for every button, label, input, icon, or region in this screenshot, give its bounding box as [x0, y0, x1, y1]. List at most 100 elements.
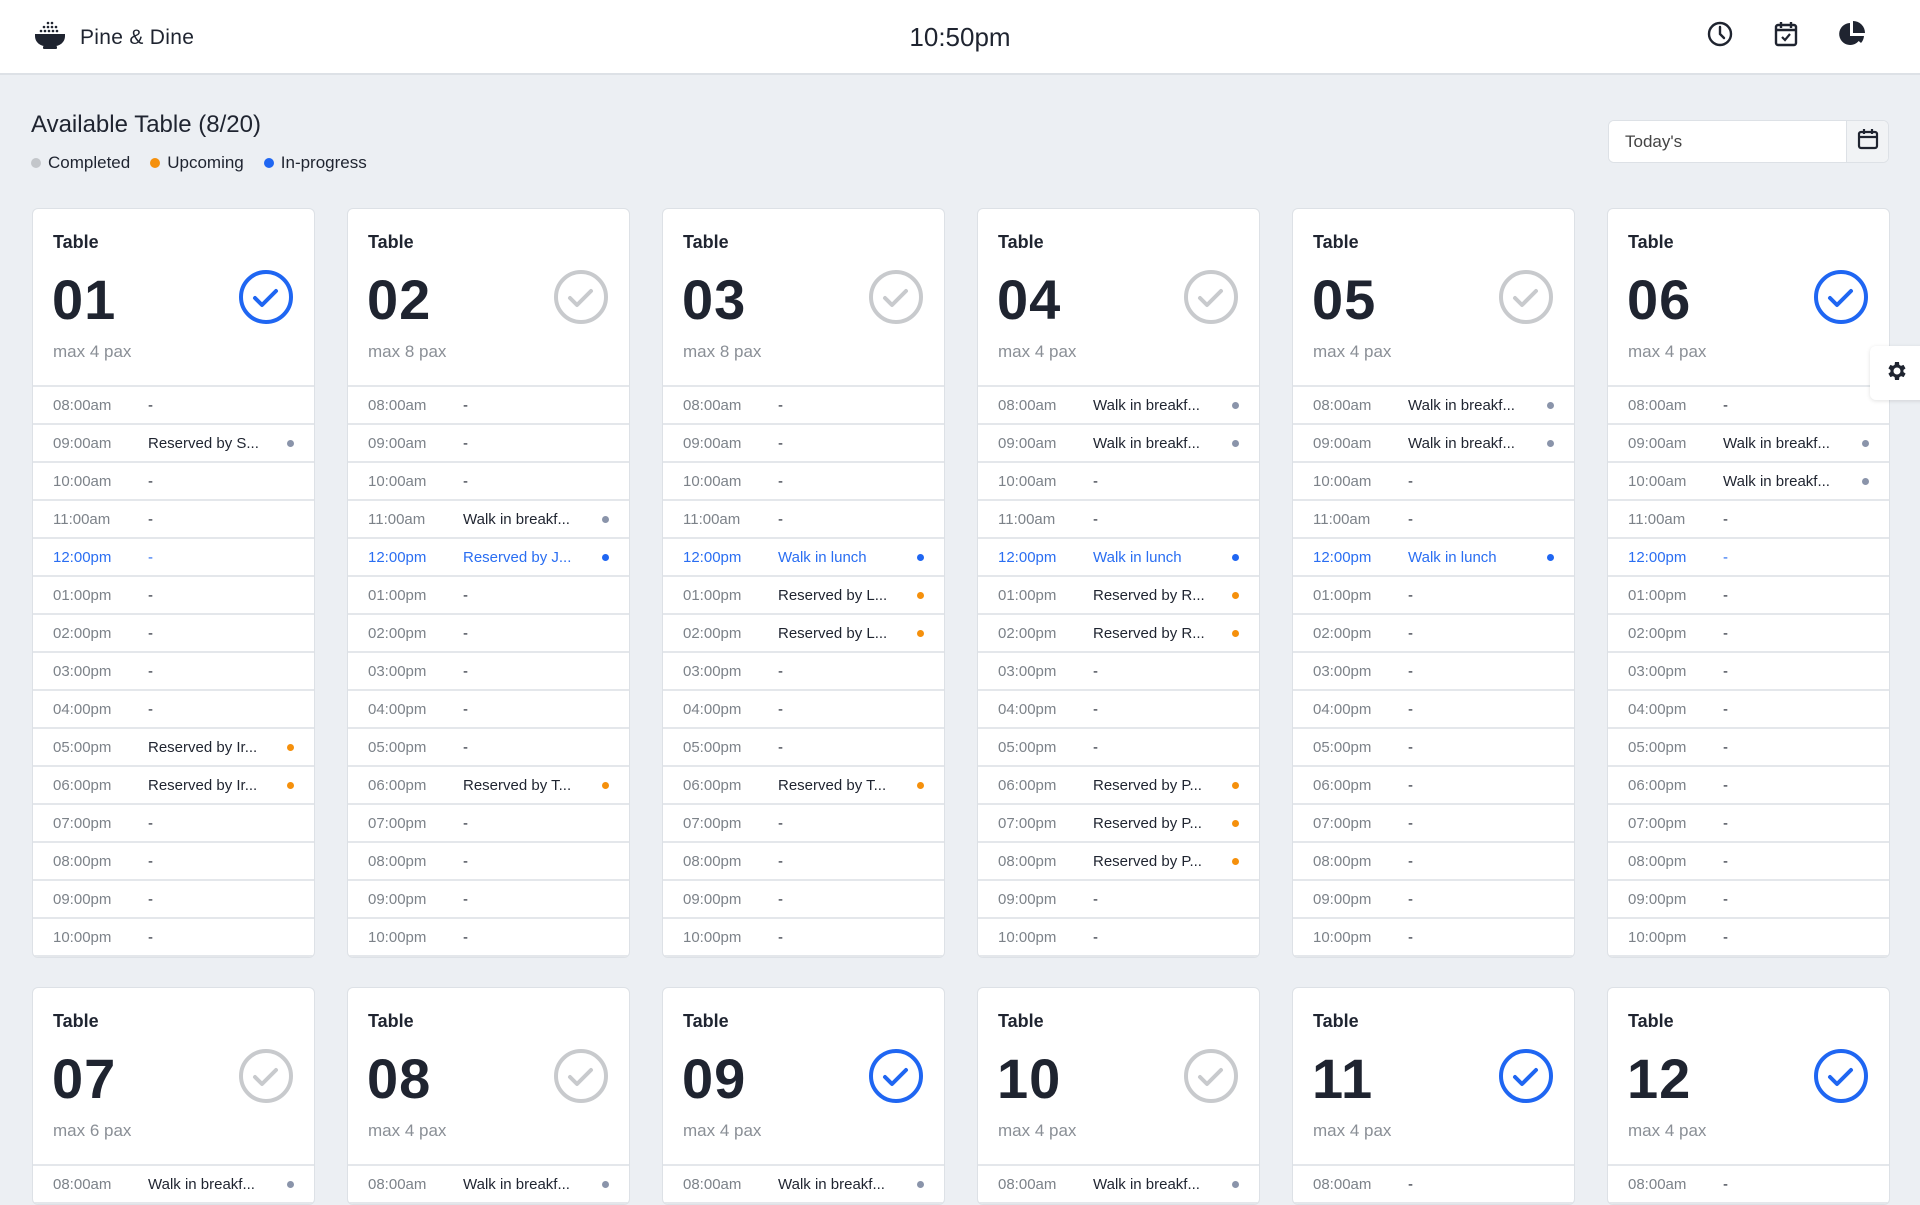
- time-slot-row[interactable]: 09:00pm -: [663, 881, 944, 919]
- time-slot-row[interactable]: 08:00pm -: [663, 843, 944, 881]
- time-slot-row[interactable]: 04:00pm -: [33, 691, 314, 729]
- time-slot-row[interactable]: 10:00am -: [33, 463, 314, 501]
- check-circle-icon[interactable]: [238, 269, 294, 325]
- time-slot-row[interactable]: 08:00pm -: [1293, 843, 1574, 881]
- time-slot-row[interactable]: 05:00pm -: [1293, 729, 1574, 767]
- table-card[interactable]: Table 12 max 4 pax 08:00am -: [1607, 987, 1890, 1205]
- time-slot-row[interactable]: 12:00pm Walk in lunch: [1293, 539, 1574, 577]
- time-slot-row[interactable]: 06:00pm Reserved by T...: [348, 767, 629, 805]
- time-slot-row[interactable]: 01:00pm -: [1293, 577, 1574, 615]
- time-slot-row[interactable]: 02:00pm Reserved by L...: [663, 615, 944, 653]
- time-slot-row[interactable]: 09:00am -: [348, 425, 629, 463]
- time-slot-row[interactable]: 09:00am Walk in breakf...: [1293, 425, 1574, 463]
- table-card[interactable]: Table 11 max 4 pax 08:00am -: [1292, 987, 1575, 1205]
- time-slot-row[interactable]: 07:00pm -: [663, 805, 944, 843]
- time-slot-row[interactable]: 11:00am -: [1608, 501, 1889, 539]
- time-slot-row[interactable]: 10:00am -: [663, 463, 944, 501]
- time-slot-row[interactable]: 08:00am Walk in breakf...: [978, 1166, 1259, 1204]
- table-card[interactable]: Table 05 max 4 pax 08:00am Walk in break…: [1292, 208, 1575, 958]
- table-card[interactable]: Table 04 max 4 pax 08:00am Walk in break…: [977, 208, 1260, 958]
- clock-icon[interactable]: [1706, 20, 1734, 48]
- table-card[interactable]: Table 01 max 4 pax 08:00am - 09:00am Res…: [32, 208, 315, 958]
- time-slot-row[interactable]: 10:00pm -: [978, 919, 1259, 957]
- time-slot-row[interactable]: 06:00pm Reserved by P...: [978, 767, 1259, 805]
- time-slot-row[interactable]: 04:00pm -: [1293, 691, 1574, 729]
- time-slot-row[interactable]: 08:00am Walk in breakf...: [348, 1166, 629, 1204]
- check-circle-icon[interactable]: [553, 1048, 609, 1104]
- time-slot-row[interactable]: 01:00pm -: [1608, 577, 1889, 615]
- table-card[interactable]: Table 03 max 8 pax 08:00am - 09:00am - 1…: [662, 208, 945, 958]
- settings-button[interactable]: [1870, 346, 1920, 400]
- time-slot-row[interactable]: 10:00pm -: [663, 919, 944, 957]
- time-slot-row[interactable]: 05:00pm Reserved by Ir...: [33, 729, 314, 767]
- table-card[interactable]: Table 02 max 8 pax 08:00am - 09:00am - 1…: [347, 208, 630, 958]
- time-slot-row[interactable]: 11:00am -: [978, 501, 1259, 539]
- time-slot-row[interactable]: 08:00am Walk in breakf...: [663, 1166, 944, 1204]
- time-slot-row[interactable]: 08:00am Walk in breakf...: [978, 387, 1259, 425]
- time-slot-row[interactable]: 03:00pm -: [33, 653, 314, 691]
- table-card[interactable]: Table 06 max 4 pax 08:00am - 09:00am Wal…: [1607, 208, 1890, 958]
- time-slot-row[interactable]: 06:00pm -: [1293, 767, 1574, 805]
- time-slot-row[interactable]: 09:00am -: [663, 425, 944, 463]
- time-slot-row[interactable]: 10:00am -: [978, 463, 1259, 501]
- time-slot-row[interactable]: 08:00am -: [348, 387, 629, 425]
- time-slot-row[interactable]: 10:00pm -: [348, 919, 629, 957]
- time-slot-row[interactable]: 09:00pm -: [1293, 881, 1574, 919]
- table-card[interactable]: Table 09 max 4 pax 08:00am Walk in break…: [662, 987, 945, 1205]
- time-slot-row[interactable]: 12:00pm -: [33, 539, 314, 577]
- time-slot-row[interactable]: 08:00am -: [33, 387, 314, 425]
- time-slot-row[interactable]: 09:00am Walk in breakf...: [978, 425, 1259, 463]
- time-slot-row[interactable]: 06:00pm -: [1608, 767, 1889, 805]
- time-slot-row[interactable]: 04:00pm -: [1608, 691, 1889, 729]
- time-slot-row[interactable]: 09:00pm -: [348, 881, 629, 919]
- time-slot-row[interactable]: 07:00pm -: [1608, 805, 1889, 843]
- check-circle-icon[interactable]: [868, 269, 924, 325]
- time-slot-row[interactable]: 12:00pm Walk in lunch: [663, 539, 944, 577]
- time-slot-row[interactable]: 08:00pm Reserved by P...: [978, 843, 1259, 881]
- time-slot-row[interactable]: 07:00pm Reserved by P...: [978, 805, 1259, 843]
- table-card[interactable]: Table 07 max 6 pax 08:00am Walk in break…: [32, 987, 315, 1205]
- time-slot-row[interactable]: 11:00am -: [663, 501, 944, 539]
- time-slot-row[interactable]: 09:00pm -: [33, 881, 314, 919]
- calendar-button[interactable]: [1846, 121, 1888, 162]
- time-slot-row[interactable]: 07:00pm -: [33, 805, 314, 843]
- time-slot-row[interactable]: 04:00pm -: [348, 691, 629, 729]
- time-slot-row[interactable]: 05:00pm -: [663, 729, 944, 767]
- table-card[interactable]: Table 08 max 4 pax 08:00am Walk in break…: [347, 987, 630, 1205]
- time-slot-row[interactable]: 08:00am -: [1608, 1166, 1889, 1204]
- time-slot-row[interactable]: 07:00pm -: [1293, 805, 1574, 843]
- time-slot-row[interactable]: 01:00pm -: [33, 577, 314, 615]
- time-slot-row[interactable]: 03:00pm -: [663, 653, 944, 691]
- time-slot-row[interactable]: 09:00pm -: [978, 881, 1259, 919]
- check-circle-icon[interactable]: [868, 1048, 924, 1104]
- check-circle-icon[interactable]: [1183, 269, 1239, 325]
- time-slot-row[interactable]: 11:00am -: [33, 501, 314, 539]
- time-slot-row[interactable]: 08:00am -: [1608, 387, 1889, 425]
- time-slot-row[interactable]: 01:00pm Reserved by R...: [978, 577, 1259, 615]
- time-slot-row[interactable]: 04:00pm -: [663, 691, 944, 729]
- time-slot-row[interactable]: 10:00am Walk in breakf...: [1608, 463, 1889, 501]
- time-slot-row[interactable]: 12:00pm Walk in lunch: [978, 539, 1259, 577]
- time-slot-row[interactable]: 08:00pm -: [1608, 843, 1889, 881]
- time-slot-row[interactable]: 01:00pm Reserved by L...: [663, 577, 944, 615]
- time-slot-row[interactable]: 02:00pm -: [1293, 615, 1574, 653]
- time-slot-row[interactable]: 02:00pm -: [1608, 615, 1889, 653]
- time-slot-row[interactable]: 01:00pm -: [348, 577, 629, 615]
- time-slot-row[interactable]: 11:00am Walk in breakf...: [348, 501, 629, 539]
- time-slot-row[interactable]: 03:00pm -: [348, 653, 629, 691]
- time-slot-row[interactable]: 05:00pm -: [978, 729, 1259, 767]
- time-slot-row[interactable]: 12:00pm -: [1608, 539, 1889, 577]
- time-slot-row[interactable]: 03:00pm -: [1608, 653, 1889, 691]
- time-slot-row[interactable]: 03:00pm -: [978, 653, 1259, 691]
- time-slot-row[interactable]: 10:00pm -: [33, 919, 314, 957]
- time-slot-row[interactable]: 02:00pm -: [33, 615, 314, 653]
- time-slot-row[interactable]: 02:00pm -: [348, 615, 629, 653]
- time-slot-row[interactable]: 08:00am Walk in breakf...: [33, 1166, 314, 1204]
- time-slot-row[interactable]: 07:00pm -: [348, 805, 629, 843]
- time-slot-row[interactable]: 04:00pm -: [978, 691, 1259, 729]
- time-slot-row[interactable]: 08:00am -: [1293, 1166, 1574, 1204]
- calendar-check-icon[interactable]: [1772, 20, 1800, 48]
- time-slot-row[interactable]: 05:00pm -: [348, 729, 629, 767]
- time-slot-row[interactable]: 08:00am Walk in breakf...: [1293, 387, 1574, 425]
- date-input[interactable]: [1609, 121, 1846, 162]
